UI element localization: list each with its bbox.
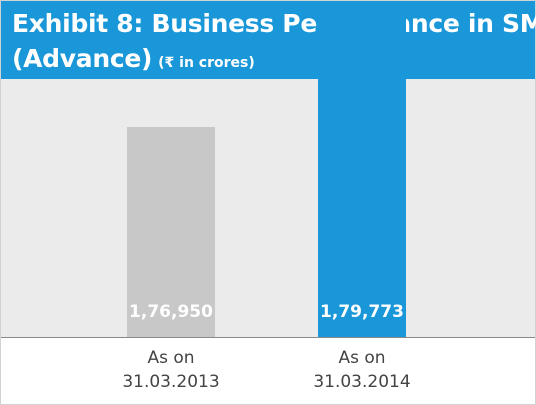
x-axis-line [1,337,535,338]
chart-title-line2: (Advance) (₹ in crores) [12,44,255,73]
bar-31.03.2014 [318,1,406,338]
value-label-31.03.2013: 1,76,950 [129,302,213,322]
plot-area [1,79,535,337]
bar-31.03.2013 [127,127,215,337]
category-label-31.03.2014-line2: 31.03.2014 [313,372,410,392]
value-label-31.03.2014: 1,79,773 [320,302,404,322]
category-label-31.03.2014-line1: As on [338,348,385,368]
chart-title: Exhibit 8: Business Performance in SME [12,9,536,38]
chart-title-advance: (Advance) [12,44,153,73]
chart-unit: (₹ in crores) [158,55,255,71]
category-label-31.03.2013-line1: As on [147,348,194,368]
category-label-31.03.2013-line2: 31.03.2013 [122,372,219,392]
exhibit-header: Exhibit 8: Business Performance in SME (… [1,1,536,79]
